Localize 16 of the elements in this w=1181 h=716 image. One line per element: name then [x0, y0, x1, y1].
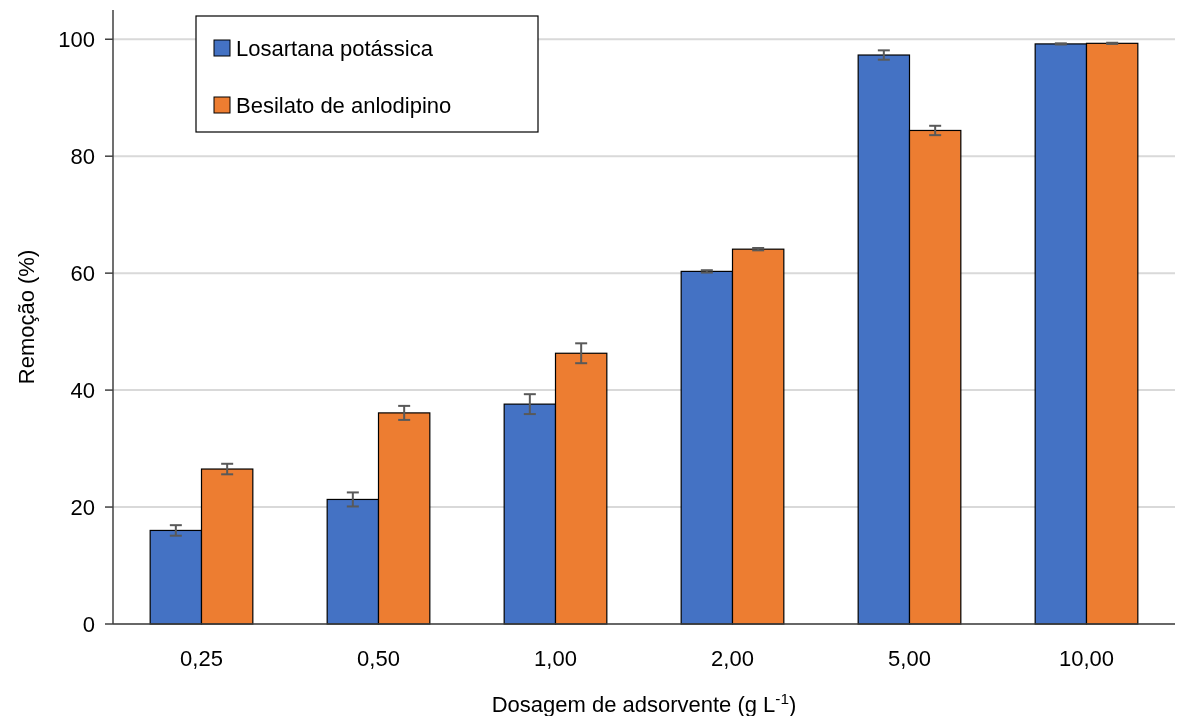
y-axis-title: Remoção (%) — [14, 249, 39, 385]
x-axis-title: Dosagem de adsorvente (g L$^{-1}$) — [491, 689, 797, 716]
y-tick-label: 20 — [70, 494, 95, 520]
y-tick-label: 80 — [70, 143, 95, 169]
y-tick-label: 100 — [58, 26, 95, 52]
x-tick-label: 5,00 — [888, 646, 931, 671]
y-tick-label: 40 — [70, 377, 95, 403]
x-tick-label: 2,00 — [711, 646, 754, 671]
x-tick-label: 0,25 — [180, 646, 223, 671]
y-tick-label: 0 — [82, 611, 95, 637]
x-tick-label: 10,00 — [1058, 646, 1115, 671]
y-tick-label: 60 — [70, 260, 95, 286]
x-tick-label: 0,50 — [357, 646, 400, 671]
legend-label: Besilato de anlodipino — [236, 92, 452, 118]
legend-label: Losartana potássica — [236, 35, 434, 61]
x-tick-label: 1,00 — [534, 646, 577, 671]
